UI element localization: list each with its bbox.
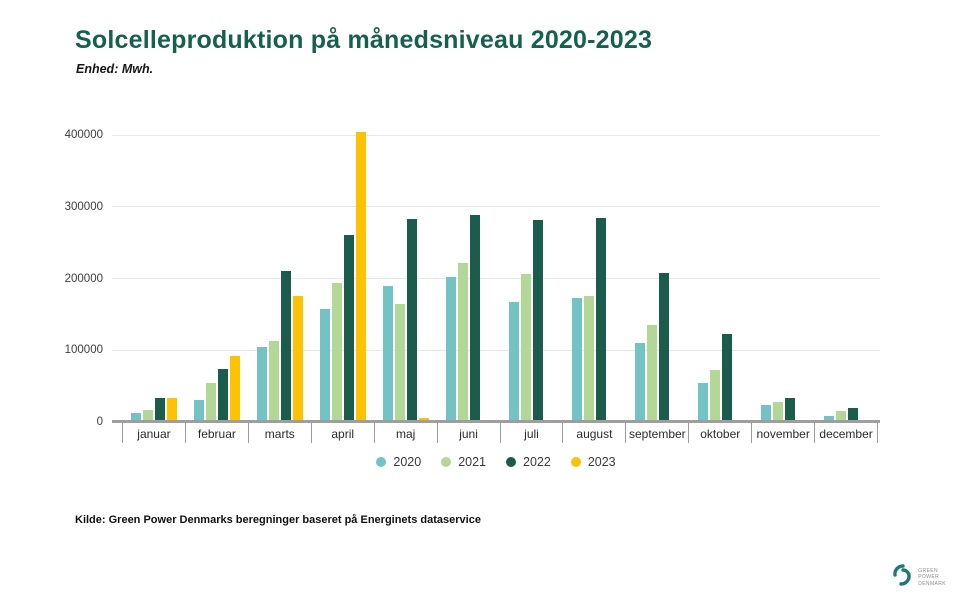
bar-februar-2021: [205, 383, 216, 422]
legend-dot-2022: [506, 457, 516, 467]
x-tick-label-januar: januar: [122, 423, 185, 443]
legend: 2020 2021 2022 2023: [112, 455, 880, 469]
bar-group-november: [752, 135, 815, 422]
bar-marts-2020: [256, 347, 267, 422]
bar-group-april: [311, 132, 374, 422]
bar-maj-2020: [382, 285, 393, 422]
plot-area: 0 100000 200000 300000 400000: [65, 129, 880, 428]
gridline-200000: [112, 278, 880, 279]
legend-item-2023: 2023: [570, 455, 616, 469]
y-tick-label-300000: 300000: [64, 200, 103, 213]
bar-januar-2023: [166, 397, 177, 422]
x-tick-label-maj: maj: [373, 423, 437, 443]
legend-label-2023: 2023: [587, 455, 616, 469]
bar-juli-2022: [532, 219, 543, 422]
bar-april-2023: [355, 132, 366, 422]
bar-september-2020: [634, 343, 645, 422]
unit-label: Enhed: Mwh.: [76, 62, 154, 76]
gridline-300000: [112, 206, 880, 208]
bar-juli-2021: [520, 274, 531, 422]
x-tick-label-juni: juni: [436, 423, 500, 443]
bar-februar-2020: [193, 400, 204, 422]
bar-april-2022: [343, 235, 354, 422]
bar-april-2021: [331, 282, 342, 422]
bar-maj-2022: [406, 218, 417, 422]
y-tick-label-100000: 100000: [64, 344, 103, 357]
bar-group-august: [563, 135, 626, 422]
source-note: Kilde: Green Power Denmarks beregninger …: [75, 514, 481, 526]
bar-marts-2022: [280, 270, 291, 422]
gridline-400000: [112, 134, 880, 136]
bar-oktober-2021: [709, 369, 720, 422]
bar-maj-2021: [394, 303, 405, 422]
green-power-denmark-logo: GREEN POWER DENMARK: [890, 562, 946, 593]
logo-text: GREEN POWER DENMARK: [918, 567, 946, 587]
y-tick-label-400000: 400000: [64, 129, 103, 141]
bar-group-maj: [374, 135, 437, 422]
bar-group-oktober: [689, 135, 752, 422]
bar-group-marts: [248, 135, 311, 422]
bar-november-2021: [772, 401, 783, 422]
legend-label-2020: 2020: [393, 455, 422, 469]
bar-januar-2022: [154, 397, 165, 422]
bar-september-2022: [658, 273, 669, 422]
x-tick-label-marts: marts: [247, 423, 311, 443]
bar-januar-2020: [130, 413, 141, 422]
legend-item-2021: 2021: [441, 455, 486, 469]
bar-august-2021: [583, 295, 594, 422]
x-tick-label-april: april: [310, 423, 374, 443]
y-tick-label-0: 0: [96, 416, 103, 428]
bar-august-2022: [595, 218, 606, 422]
bar-group-februar: [185, 135, 248, 422]
bar-group-januar: [122, 135, 185, 422]
gridline-100000: [112, 349, 880, 351]
legend-dot-2023: [570, 457, 581, 467]
bar-juni-2020: [445, 277, 456, 422]
logo-swirl-icon: [890, 562, 914, 593]
bar-januar-2021: [142, 409, 153, 422]
bar-marts-2021: [268, 340, 279, 422]
bar-februar-2022: [217, 368, 228, 422]
bar-november-2020: [760, 404, 771, 422]
bar-groups: [122, 132, 878, 422]
y-tick-label-200000: 200000: [64, 272, 103, 285]
legend-item-2022: 2022: [506, 455, 551, 469]
bar-marts-2023: [292, 295, 303, 422]
bar-oktober-2020: [697, 382, 708, 422]
bar-februar-2023: [229, 356, 240, 422]
x-tick-label-november: november: [751, 423, 814, 443]
bar-august-2020: [571, 297, 582, 422]
bar-group-juli: [500, 135, 563, 422]
x-tick-label-juli: juli: [499, 423, 563, 443]
bar-juli-2020: [508, 302, 519, 422]
x-tick-label-februar: februar: [184, 423, 248, 443]
x-tick-label-december: december: [814, 423, 879, 443]
bar-december-2022: [847, 408, 858, 422]
bar-april-2020: [319, 308, 330, 422]
x-axis-line: [112, 420, 880, 423]
bar-september-2021: [646, 325, 657, 422]
bar-group-december: [815, 135, 878, 422]
bar-juni-2021: [457, 262, 468, 422]
x-tick-label-oktober: oktober: [688, 423, 751, 443]
legend-label-2021: 2021: [458, 455, 486, 469]
legend-dot-2021: [441, 457, 452, 467]
x-tick-label-september: september: [625, 423, 688, 443]
legend-dot-2020: [376, 457, 387, 467]
legend-item-2020: 2020: [376, 455, 421, 469]
bar-group-juni: [437, 135, 500, 422]
bar-group-september: [626, 135, 689, 422]
bar-oktober-2022: [721, 334, 732, 422]
bar-november-2022: [784, 398, 795, 422]
x-axis-labels: januar februar marts april maj juni juli august…: [122, 423, 879, 443]
x-tick-label-august: august: [562, 423, 625, 443]
page-title: Solcelleproduktion på månedsniveau 2020-…: [75, 26, 653, 54]
bar-december-2021: [835, 411, 846, 422]
bar-juni-2022: [469, 214, 480, 422]
bar-december-2020: [823, 416, 834, 422]
legend-label-2022: 2022: [523, 455, 551, 469]
